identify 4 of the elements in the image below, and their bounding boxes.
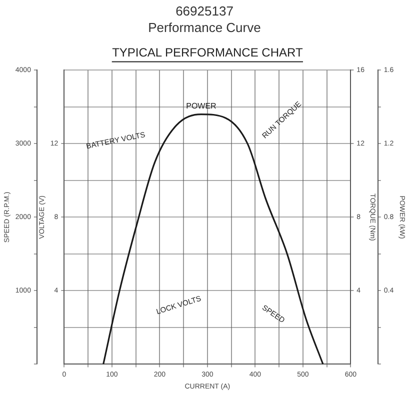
chart-title: 66925137	[176, 3, 234, 18]
chart-subtitle: Performance Curve	[148, 20, 261, 35]
text: TYPICAL PERFORMANCE CHART	[112, 46, 304, 60]
series-label: POWER	[186, 102, 217, 111]
